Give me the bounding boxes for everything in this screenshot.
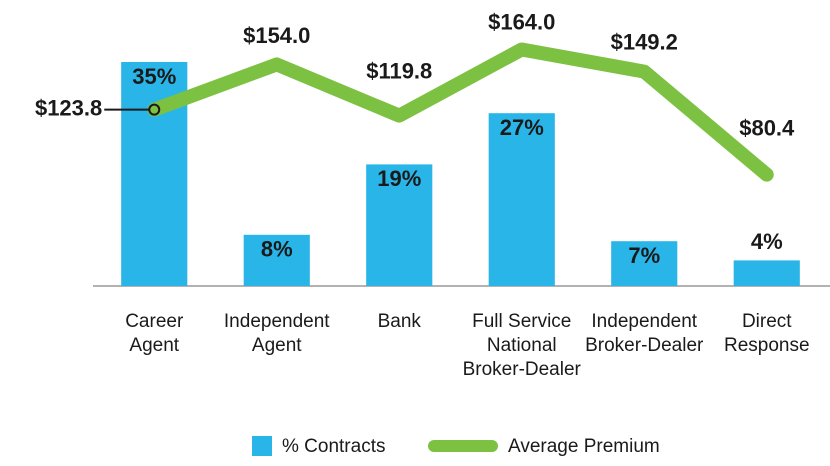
bar xyxy=(488,113,555,286)
legend-label: % Contracts xyxy=(282,436,385,457)
x-tick-label: Career Agent xyxy=(125,311,184,356)
bar xyxy=(611,241,678,286)
bar-value-label: 19% xyxy=(377,166,421,191)
x-tick-label: Full Service National Broker-Dealer xyxy=(463,311,582,380)
x-tick-label-line: Broker-Dealer xyxy=(585,335,704,356)
bar-value-label: 35% xyxy=(132,64,176,89)
bar xyxy=(366,164,433,286)
line-value-label: $164.0 xyxy=(488,9,555,34)
x-tick-label-line: Full Service xyxy=(472,311,571,332)
x-tick-label: Independent Broker-Dealer xyxy=(585,311,704,356)
x-tick-label-line: Response xyxy=(724,335,810,356)
x-tick-label-line: Agent xyxy=(252,335,302,356)
x-tick-label-line: Agent xyxy=(129,335,179,356)
x-tick-label-line: Broker-Dealer xyxy=(463,359,582,380)
point-marker xyxy=(148,103,161,116)
x-tick-label-line: National xyxy=(487,335,557,356)
line xyxy=(147,42,774,182)
line-value-label: $154.0 xyxy=(243,23,310,48)
bar xyxy=(733,260,800,286)
legend-swatch xyxy=(252,436,272,456)
bar-value-label: 27% xyxy=(500,115,544,140)
bar xyxy=(243,234,310,286)
bar-value-label: 8% xyxy=(261,237,293,262)
legend-label: Average Premium xyxy=(508,436,660,457)
x-tick-label-line: Career xyxy=(125,311,184,332)
line-value-label: $149.2 xyxy=(611,29,678,54)
bar-value-label: 4% xyxy=(751,229,783,254)
x-tick-label: Direct Response xyxy=(724,311,810,356)
x-tick-label: Independent Agent xyxy=(224,311,330,356)
x-tick-label-line: Independent xyxy=(224,311,330,332)
line-value-label: $80.4 xyxy=(739,115,795,140)
line-value-label: $119.8 xyxy=(366,58,432,83)
x-tick-label-line: Direct xyxy=(742,311,792,332)
bar-value-label: 7% xyxy=(628,243,660,268)
line-value-label: $123.8 xyxy=(35,95,102,120)
x-tick-label-line: Bank xyxy=(378,311,422,332)
x-tick-label: Bank xyxy=(378,311,422,332)
x-tick-label-line: Independent xyxy=(591,311,697,332)
